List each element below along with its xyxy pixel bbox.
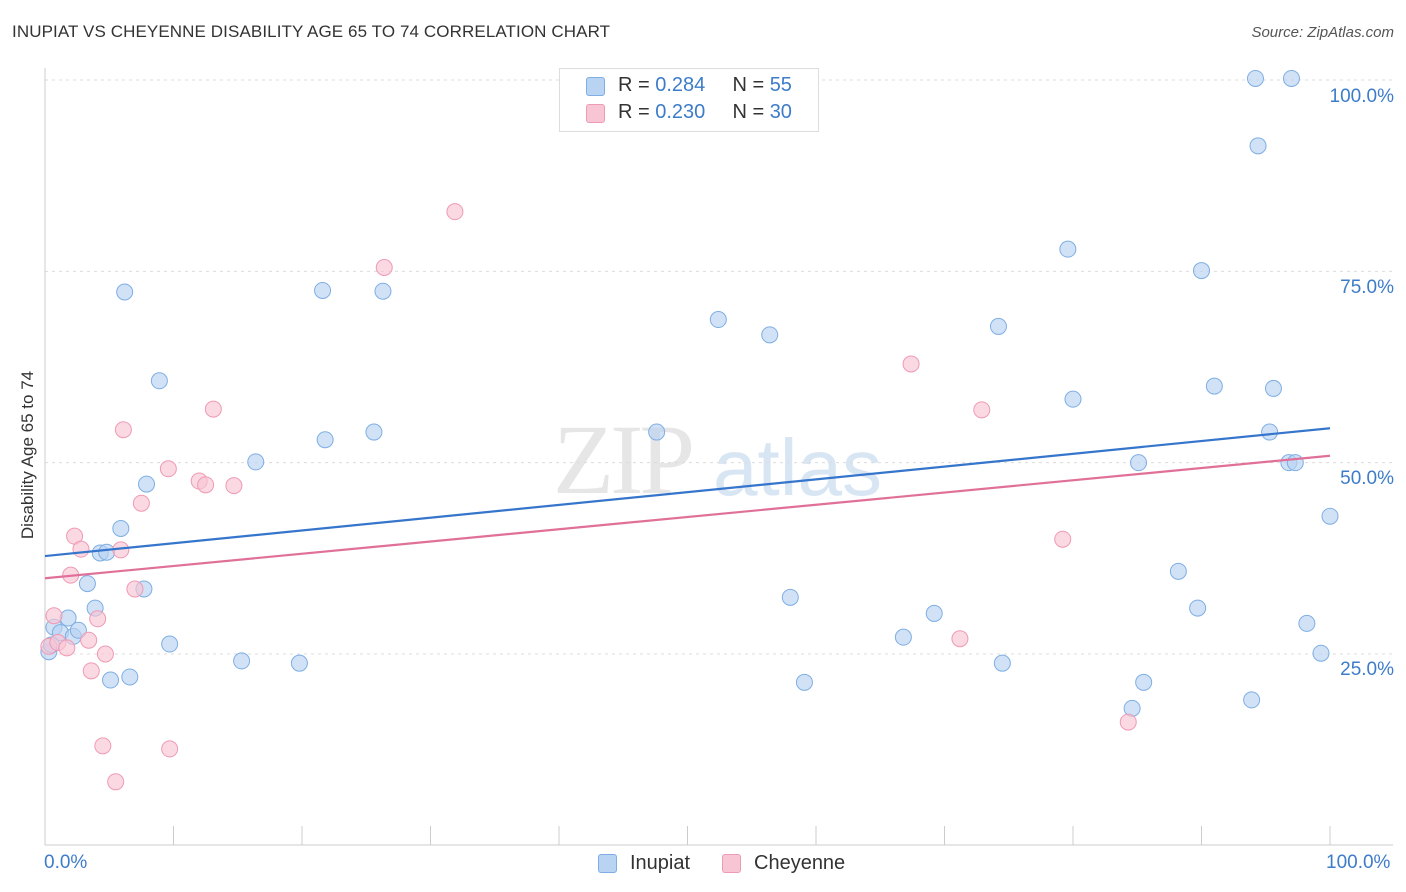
correlation-legend: R = 0.284 N = 55 R = 0.230 N = 30: [559, 68, 819, 132]
y-tick-label-50: 50.0%: [1340, 468, 1394, 489]
point-inupiat: [1312, 644, 1330, 662]
point-inupiat: [138, 475, 156, 493]
point-inupiat: [314, 281, 332, 299]
point-inupiat: [989, 317, 1007, 335]
point-inupiat: [112, 519, 130, 537]
source-label: Source: ZipAtlas.com: [1251, 24, 1394, 41]
bottom-legend-swatch-inupiat: [598, 854, 617, 873]
point-inupiat: [247, 453, 265, 471]
point-cheyenne: [1054, 530, 1072, 548]
chart-title: INUPIAT VS CHEYENNE DISABILITY AGE 65 TO…: [12, 22, 611, 41]
point-inupiat: [709, 311, 727, 329]
point-inupiat: [1264, 379, 1282, 397]
point-inupiat: [993, 654, 1011, 672]
point-inupiat: [316, 431, 334, 449]
point-inupiat: [1243, 691, 1261, 709]
point-inupiat: [761, 326, 779, 344]
point-inupiat: [1059, 240, 1077, 258]
bottom-legend-label-cheyenne: Cheyenne: [754, 852, 846, 874]
point-inupiat: [1130, 454, 1148, 472]
point-inupiat: [795, 673, 813, 691]
point-cheyenne: [82, 662, 100, 680]
point-inupiat: [290, 654, 308, 672]
point-inupiat: [150, 372, 168, 390]
point-cheyenne: [58, 639, 76, 657]
y-tick-label-100: 100.0%: [1329, 86, 1394, 107]
point-inupiat: [374, 282, 392, 300]
trendline-cheyenne: [44, 454, 1331, 580]
legend-r-value-cheyenne: 0.230: [655, 101, 706, 123]
point-cheyenne: [80, 631, 98, 649]
point-cheyenne: [1119, 713, 1137, 731]
legend-n-value-cheyenne: 30: [769, 101, 792, 123]
point-cheyenne: [446, 203, 464, 221]
point-inupiat: [1193, 262, 1210, 280]
point-inupiat: [116, 283, 134, 301]
point-inupiat: [781, 588, 799, 606]
x-tick-label-max: 100.0%: [1326, 852, 1391, 873]
point-cheyenne: [902, 355, 920, 373]
point-inupiat: [78, 575, 96, 593]
point-inupiat: [102, 671, 120, 689]
bottom-legend-label-inupiat: Inupiat: [630, 852, 691, 874]
point-inupiat: [1246, 69, 1264, 87]
y-tick-label-75: 75.0%: [1340, 277, 1394, 298]
point-inupiat: [233, 652, 251, 670]
point-cheyenne: [94, 737, 112, 755]
legend-swatch-inupiat: [586, 77, 605, 96]
point-cheyenne: [45, 607, 63, 625]
point-inupiat: [1249, 137, 1267, 155]
point-cheyenne: [197, 476, 215, 494]
point-inupiat: [1135, 673, 1153, 691]
point-cheyenne: [951, 630, 969, 648]
trendline-inupiat: [44, 427, 1331, 558]
legend-n-label: N =: [732, 74, 770, 96]
point-cheyenne: [89, 610, 107, 628]
legend-r-label: R =: [618, 74, 656, 96]
point-cheyenne: [973, 401, 991, 419]
legend-n-label: N =: [732, 101, 770, 123]
legend-n-value-inupiat: 55: [769, 74, 792, 96]
point-cheyenne: [204, 400, 222, 418]
point-cheyenne: [132, 494, 150, 512]
point-cheyenne: [107, 773, 125, 791]
point-inupiat: [98, 543, 116, 561]
watermark-atlas: atlas: [713, 423, 882, 512]
watermark-zip: ZIP: [553, 404, 695, 515]
point-inupiat: [1189, 599, 1207, 617]
point-inupiat: [161, 635, 179, 653]
point-inupiat: [1321, 507, 1339, 525]
y-tick-label-25: 25.0%: [1340, 659, 1394, 680]
point-cheyenne: [72, 540, 90, 558]
point-inupiat: [1298, 614, 1316, 632]
point-inupiat: [648, 423, 666, 441]
legend-r-label: R =: [618, 101, 656, 123]
point-cheyenne: [161, 740, 179, 758]
point-cheyenne: [375, 259, 393, 277]
point-inupiat: [1282, 69, 1300, 87]
x-tick-label-min: 0.0%: [44, 852, 88, 873]
legend-swatch-cheyenne: [586, 104, 605, 123]
point-cheyenne: [96, 645, 114, 663]
point-inupiat: [365, 423, 383, 441]
point-inupiat: [894, 628, 912, 646]
point-inupiat: [69, 621, 87, 639]
point-cheyenne: [114, 421, 132, 439]
point-inupiat: [1205, 377, 1223, 395]
point-inupiat: [121, 668, 139, 686]
bottom-legend-swatch-cheyenne: [722, 854, 741, 873]
point-inupiat: [1064, 390, 1082, 408]
legend-r-value-inupiat: 0.284: [655, 74, 706, 96]
point-cheyenne: [225, 477, 243, 495]
point-inupiat: [925, 604, 943, 622]
point-cheyenne: [159, 460, 177, 478]
point-cheyenne: [126, 580, 144, 598]
point-inupiat: [1169, 562, 1187, 580]
point-inupiat: [1261, 423, 1279, 441]
